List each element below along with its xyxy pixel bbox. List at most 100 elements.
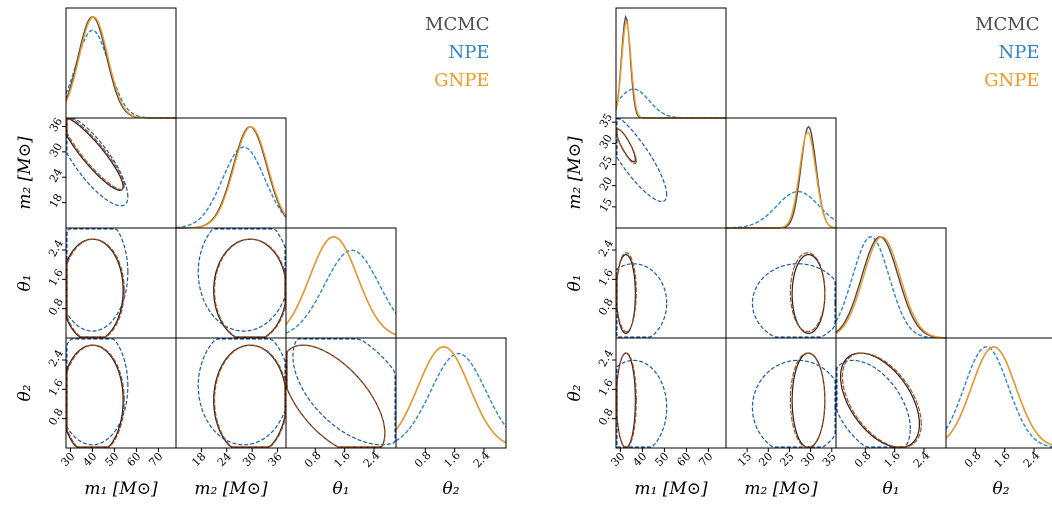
cell-theta1-m2	[175, 227, 287, 339]
marginal-m2-npe	[175, 146, 287, 229]
x-axis-label-m2: m₂ [M⊙]	[744, 479, 818, 499]
legend-entry-mcmc: MCMC	[425, 14, 489, 35]
x-tick-label-m2: 18	[189, 450, 208, 469]
marginal-theta2-gnpe	[395, 346, 507, 444]
contour-m1-m2-mcmc	[616, 128, 636, 163]
y-axis-label-theta1: θ₁	[15, 274, 35, 291]
legend-entry-gnpe: GNPE	[434, 70, 489, 91]
x-axis-label-theta1: θ₁	[332, 479, 349, 499]
cell-theta2-theta1	[285, 337, 397, 449]
x-tick-label-m2: 20	[756, 450, 775, 469]
contour-m2-theta1-gnpe	[789, 252, 826, 333]
contour-m2-theta1-mcmc	[213, 238, 286, 338]
x-tick-label-m2: 24	[215, 450, 234, 469]
x-tick-label-m2: 25	[777, 450, 796, 469]
y-tick-label-m2: 18	[47, 192, 65, 211]
x-tick-label-theta2: 1.6	[991, 449, 1013, 471]
cell-frame	[395, 337, 507, 449]
x-tick-label-theta1: 2.4	[911, 449, 933, 471]
cell-theta2-m1	[615, 337, 727, 449]
contour-theta1-theta2-gnpe	[286, 344, 386, 448]
y-tick-label-m2: 24	[47, 166, 65, 185]
marginal-m1-npe	[615, 88, 726, 119]
y-tick-label-m2: 25	[597, 153, 615, 172]
y-tick-label-theta2: 1.6	[46, 377, 66, 399]
cell-m2-m2	[175, 117, 287, 229]
marginal-theta1-npe	[285, 249, 397, 334]
contour-m1-theta1-gnpe	[66, 238, 125, 338]
x-tick-label-theta1: 1.6	[331, 449, 353, 471]
cell-frame	[65, 337, 177, 449]
contour-m2-theta2-npe	[751, 359, 836, 448]
marginal-theta1-gnpe	[285, 236, 397, 336]
cell-theta1-theta1	[835, 227, 947, 339]
y-tick-label-theta2: 2.4	[596, 347, 616, 369]
x-tick-label-theta2: 1.6	[441, 449, 463, 471]
cell-m2-m1	[65, 117, 177, 229]
contour-m1-theta1-npe	[66, 228, 129, 332]
cell-m1-m1	[615, 7, 727, 119]
y-tick-label-theta2: 1.6	[596, 377, 616, 399]
y-axis-label-theta1: θ₁	[565, 274, 585, 291]
x-tick-label-theta1: 1.6	[881, 449, 903, 471]
contour-m1-m2-npe	[616, 118, 668, 203]
x-tick-label-m1: 40	[630, 450, 649, 469]
contour-m2-theta1-gnpe	[213, 238, 286, 338]
y-tick-label-theta2: 2.4	[46, 347, 66, 369]
marginal-theta1-gnpe	[835, 236, 947, 339]
contour-theta1-theta2-gnpe	[841, 352, 922, 448]
marginal-m2-gnpe	[726, 131, 837, 229]
y-tick-label-theta1: 2.4	[46, 237, 66, 259]
x-axis-label-m2: m₂ [M⊙]	[194, 479, 268, 499]
marginal-m2-mcmc	[726, 125, 837, 229]
y-tick-label-m2: 30	[47, 141, 65, 160]
y-tick-label-theta1: 1.6	[596, 267, 616, 289]
cell-theta2-theta2	[945, 337, 1052, 449]
x-tick-label-m1: 30	[608, 450, 627, 469]
x-axis-label-theta1: θ₁	[882, 479, 899, 499]
contour-m1-theta1-mcmc	[66, 238, 124, 338]
cell-theta1-theta1	[285, 227, 397, 339]
contour-m2-theta2-gnpe	[213, 344, 286, 448]
cell-frame	[725, 337, 837, 449]
contour-m1-m2-gnpe	[66, 118, 125, 191]
x-tick-label-theta1: 2.4	[361, 449, 383, 471]
contour-theta1-theta2-mcmc	[839, 352, 920, 448]
cell-frame	[725, 117, 837, 229]
x-tick-label-m1: 30	[58, 450, 77, 469]
contour-theta1-theta2-npe	[836, 359, 911, 448]
contour-m2-theta1-mcmc	[791, 253, 826, 335]
y-tick-label-theta2: 0.8	[46, 406, 66, 428]
legend-entry-npe: NPE	[998, 42, 1039, 63]
x-tick-label-m1: 70	[696, 450, 715, 469]
x-axis-label-m1: m₁ [M⊙]	[634, 479, 708, 499]
y-tick-label-theta1: 0.8	[46, 296, 66, 318]
x-tick-label-theta1: 0.8	[852, 449, 874, 471]
y-tick-label-theta1: 2.4	[596, 237, 616, 259]
y-tick-label-theta2: 0.8	[596, 406, 616, 428]
contour-m2-theta2-gnpe	[789, 352, 826, 448]
y-tick-label-m2: 35	[597, 111, 615, 130]
cell-m2-m1	[615, 117, 727, 229]
marginal-theta1-mcmc	[835, 236, 946, 339]
x-tick-label-m1: 50	[652, 450, 671, 469]
contour-theta1-theta2-npe	[292, 338, 396, 446]
contour-m1-m2-mcmc	[66, 118, 124, 191]
contour-theta1-theta2-mcmc	[286, 344, 386, 448]
x-axis-label-m1: m₁ [M⊙]	[84, 479, 158, 499]
cell-frame	[175, 227, 287, 339]
x-tick-label-m2: 30	[799, 450, 818, 469]
contour-m1-theta2-gnpe	[66, 344, 125, 448]
cell-theta2-m2	[175, 337, 287, 449]
marginal-m1-gnpe	[65, 16, 176, 119]
marginal-theta2-gnpe	[945, 346, 1052, 446]
contour-m1-theta1-npe	[616, 263, 668, 338]
legend-entry-mcmc: MCMC	[975, 14, 1039, 35]
y-tick-label-theta1: 0.8	[596, 296, 616, 318]
x-tick-label-theta1: 0.8	[302, 449, 324, 471]
x-tick-label-m1: 40	[80, 450, 99, 469]
x-axis-label-theta2: θ₂	[442, 479, 459, 499]
contour-m1-theta2-gnpe	[616, 352, 637, 448]
